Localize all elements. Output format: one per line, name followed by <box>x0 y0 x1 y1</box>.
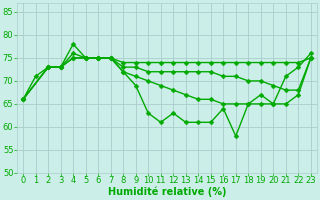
X-axis label: Humidité relative (%): Humidité relative (%) <box>108 187 226 197</box>
